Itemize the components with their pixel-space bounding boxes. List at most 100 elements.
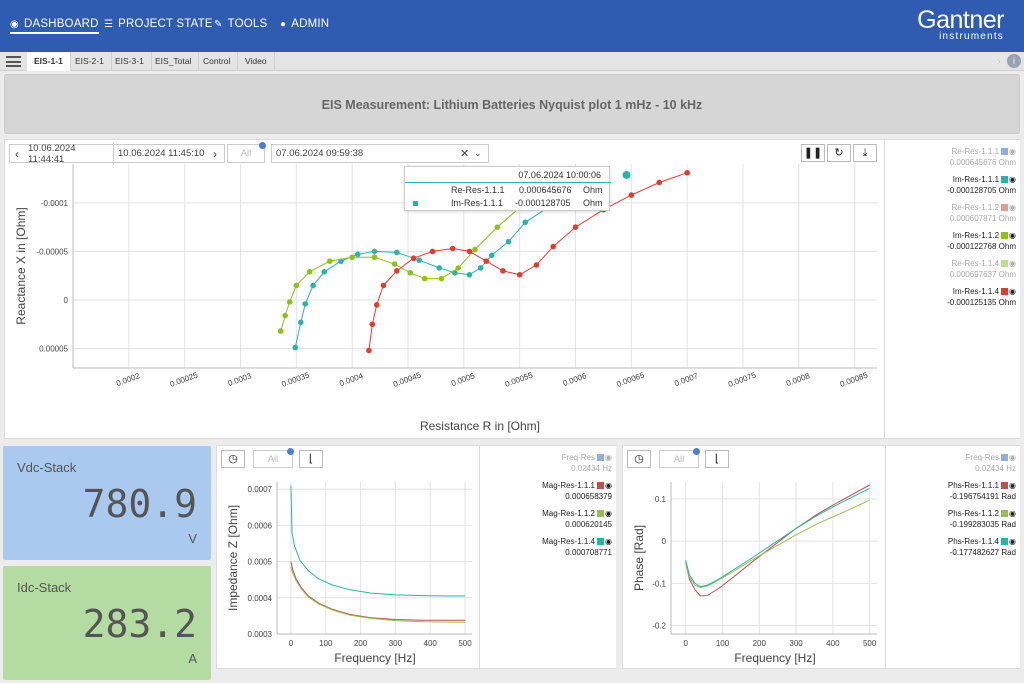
data-point	[310, 282, 316, 289]
legend-item[interactable]: Phs-Res-1.1.2 ◉ -0.199283035 Rad	[948, 508, 1016, 530]
time-mode-button[interactable]: ◷	[221, 450, 245, 468]
eye-icon[interactable]: ◉	[1009, 175, 1016, 184]
legend-item-name: Mag-Res-1.1.1	[542, 481, 596, 490]
data-point	[321, 269, 328, 275]
legend-item[interactable]: Mag-Res-1.1.4 ◉ 0.000708771	[542, 536, 612, 558]
eye-icon[interactable]: ◉	[1009, 509, 1016, 518]
eye-icon[interactable]: ◉	[605, 509, 612, 518]
filter-all-input[interactable]: All	[659, 450, 699, 468]
prev-arrow-icon[interactable]: ‹	[15, 146, 19, 161]
nav-admin[interactable]: ● ADMIN	[280, 18, 329, 30]
nyquist-chart[interactable]: 0.0002 0.00025 0.0003 0.00035 0.0004 0.00045 0…	[5, 162, 885, 438]
x-tick-label: 200	[354, 639, 368, 648]
y-tick-label: 0.0005	[248, 558, 273, 567]
series-line-2	[685, 499, 870, 589]
eye-icon[interactable]: ◉	[1009, 203, 1016, 212]
x-tick-label: 400	[826, 639, 840, 648]
eye-icon[interactable]: ◉	[605, 537, 612, 546]
eye-icon[interactable]: ◉	[1009, 259, 1016, 268]
tooltip-divider	[405, 182, 611, 183]
tab-eis-2-1[interactable]: EIS-2-1	[68, 52, 112, 71]
eye-icon[interactable]: ◉	[1009, 231, 1016, 240]
legend-item[interactable]: Mag-Res-1.1.1 ◉ 0.000658379	[542, 480, 612, 502]
legend-item[interactable]: Re-Res-1.1.2 ◉ 0.000607871 Ohm	[950, 202, 1016, 224]
data-point	[533, 262, 540, 268]
x-tick-label: 0.00035	[280, 370, 311, 389]
chevron-down-icon[interactable]: ⌄	[474, 148, 482, 158]
legend-item[interactable]: Phs-Res-1.1.1 ◉ -0.196754191 Rad	[948, 480, 1016, 502]
chart-tooltip: 07.06.2024 10:00:06 Re-Res-1.1.1 0.00064…	[404, 166, 611, 211]
pause-button[interactable]: ❚❚	[801, 144, 825, 162]
axis-mode-button[interactable]: ⌊	[299, 450, 323, 468]
x-tick-label: 0.00055	[504, 370, 535, 389]
eye-icon[interactable]: ◉	[1009, 287, 1016, 296]
time-from[interactable]: 10.06.2024 11:44:41	[24, 142, 114, 165]
legend-item-name-row: Im-Res-1.1.1 ◉	[947, 174, 1016, 185]
legend-item-name: Re-Res-1.1.2	[951, 203, 1000, 212]
data-point	[354, 251, 361, 258]
legend-item[interactable]: Freq-Res ◉ 0.02434 Hz	[966, 452, 1016, 474]
kpi-label: Idc-Stack	[17, 580, 72, 595]
tab-video[interactable]: Video	[238, 52, 275, 71]
tooltip-row-name: Im-Res-1.1.1	[451, 198, 504, 208]
series-line-3	[290, 485, 465, 597]
scroll-right-icon[interactable]: ›	[992, 54, 1006, 68]
x-tick-label: 0.00065	[615, 370, 646, 389]
download-button[interactable]: ⤓	[853, 144, 877, 162]
legend-item-name-row: Phs-Res-1.1.2 ◉	[948, 508, 1016, 519]
legend-item[interactable]: Re-Res-1.1.4 ◉ 0.000697637 Ohm	[950, 258, 1016, 280]
legend-item[interactable]: Im-Res-1.1.2 ◉ -0.000122768 Ohm	[947, 230, 1016, 252]
nav-dashboard[interactable]: ◉ DASHBOARD	[10, 18, 99, 34]
legend-item[interactable]: Freq-Res ◉ 0.02434 Hz	[562, 452, 612, 474]
filter-badge-icon	[287, 448, 294, 455]
data-point	[298, 319, 304, 326]
data-point	[488, 252, 495, 259]
filter-all-input[interactable]: All	[253, 450, 293, 468]
dashboard-icon: ◉	[10, 18, 19, 30]
time-to[interactable]: 10.06.2024 11:45:10	[118, 148, 205, 159]
series-line-2	[290, 566, 465, 623]
axis-mode-button[interactable]: ⌊	[705, 450, 729, 468]
legend-item[interactable]: Mag-Res-1.1.2 ◉ 0.000620145	[542, 508, 612, 530]
legend-item[interactable]: Phs-Res-1.1.4 ◉ -0.177482627 Rad	[948, 536, 1016, 558]
eye-icon[interactable]: ◉	[1009, 453, 1016, 462]
legend-item-name: Freq-Res	[965, 453, 1000, 462]
data-point	[349, 254, 355, 261]
series-line-1	[685, 484, 870, 597]
legend-item[interactable]: Im-Res-1.1.1 ◉ -0.000128705 Ohm	[947, 174, 1016, 196]
impedance-chart[interactable]: 0 100 200 300 400 500 0.0003 0.0004 0.0005 0.0006…	[217, 468, 479, 668]
nav-project-state[interactable]: ☰ PROJECT STATE	[104, 18, 213, 30]
legend-item[interactable]: Im-Res-1.1.4 ◉ -0.000125135 Ohm	[947, 286, 1016, 308]
info-icon[interactable]: i	[1007, 54, 1021, 68]
nav-tools[interactable]: ✎ TOOLS	[214, 18, 267, 30]
data-point	[416, 257, 422, 263]
hamburger-menu-icon[interactable]	[6, 56, 21, 67]
kpi-idc-stack: Idc-Stack 283.2 A	[3, 566, 211, 680]
legend-item-name: Phs-Res-1.1.2	[947, 509, 1000, 518]
tab-eis-3-1[interactable]: EIS-3-1	[108, 52, 152, 71]
eye-icon[interactable]: ◉	[1009, 481, 1016, 490]
clear-icon[interactable]: ✕	[460, 148, 470, 160]
record-select[interactable]: 07.06.2024 09:59:38 ✕ ⌄	[271, 144, 489, 163]
legend-item[interactable]: Re-Res-1.1.1 ◉ 0.000645676 Ohm	[950, 146, 1016, 168]
x-tick-label: 300	[389, 639, 403, 648]
next-arrow-icon[interactable]: ›	[213, 146, 217, 161]
tab-eis-total[interactable]: EIS_Total	[148, 52, 200, 71]
data-point	[327, 258, 333, 264]
eye-icon[interactable]: ◉	[605, 481, 612, 490]
y-tick-label: 0.0006	[248, 521, 273, 530]
data-point	[394, 268, 400, 274]
reset-button[interactable]: ↻	[827, 144, 851, 162]
data-point	[292, 344, 299, 351]
time-mode-button[interactable]: ◷	[627, 450, 651, 468]
tab-eis-1-1[interactable]: EIS-1-1	[27, 52, 71, 71]
eye-icon[interactable]: ◉	[605, 453, 612, 462]
eye-icon[interactable]: ◉	[1009, 147, 1016, 156]
tab-control[interactable]: Control	[196, 52, 239, 71]
phase-chart[interactable]: 0 100 200 300 400 500 0.1 0 -0.1 -0.2 Frequency [H…	[623, 468, 885, 668]
time-range-picker[interactable]: ‹ 10.06.2024 11:44:41 10.06.2024 11:45:1…	[9, 142, 225, 165]
eye-icon[interactable]: ◉	[1009, 537, 1016, 546]
filter-all-input[interactable]: All	[227, 144, 265, 163]
axis-icon: ⌊	[308, 453, 314, 465]
data-point	[449, 245, 456, 252]
